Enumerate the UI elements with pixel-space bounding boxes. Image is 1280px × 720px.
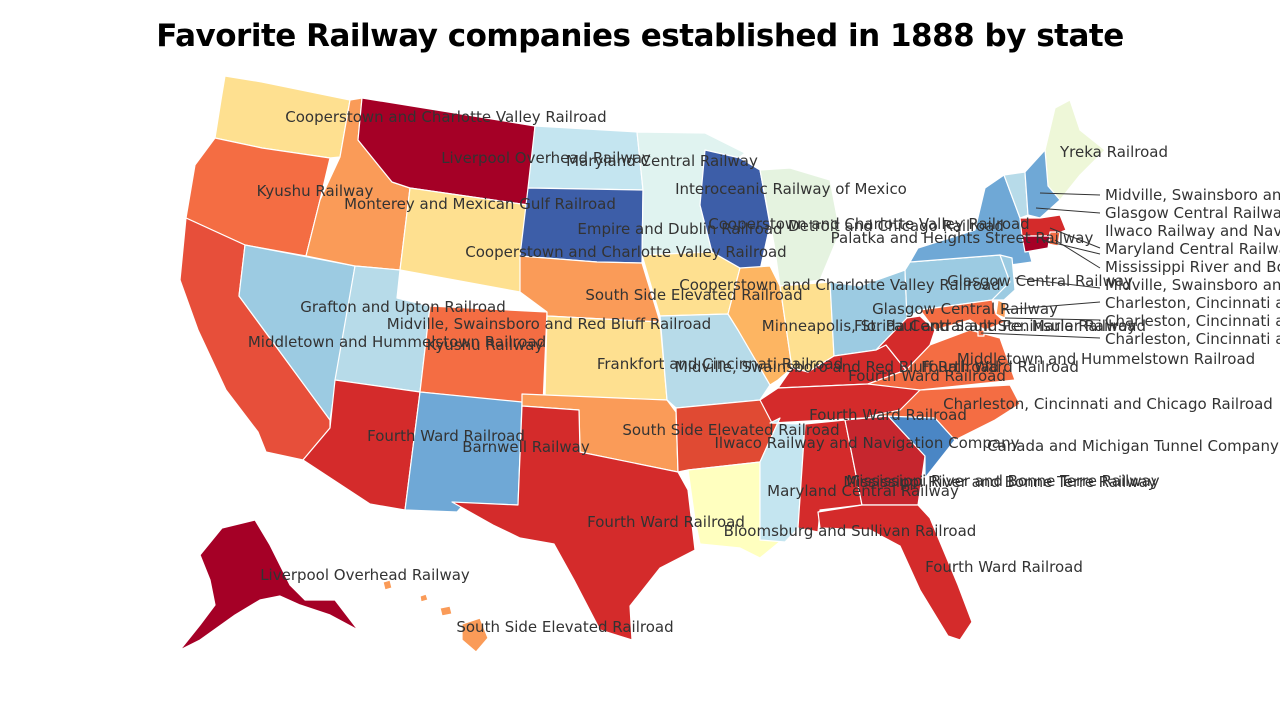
state-label-la: Bloomsburg and Sullivan Railroad <box>724 522 977 540</box>
leader-line-de <box>1001 301 1101 311</box>
state-label-pa: Glasgow Central Railway <box>947 272 1133 290</box>
leader-line-nh <box>1035 207 1101 214</box>
state-label-nv: Grafton and Upton Railroad <box>300 298 506 316</box>
state-label-in: Florida Central and Peninsular Railroad <box>854 317 1146 335</box>
state-label-va: Middletown and Hummelstown Railroad <box>957 350 1255 368</box>
state-nj <box>991 254 1016 301</box>
state-label-ny: Palatka and Heights Street Railway <box>831 229 1094 247</box>
leader-lines <box>980 192 1101 339</box>
state-label-az: Fourth Ward Railroad <box>367 427 525 445</box>
state-label-tx: Fourth Ward Railroad <box>587 513 745 531</box>
state-label-wv: Fourth Ward Railroad <box>921 358 1079 376</box>
state-label-ca: Middletown and Hummelstown Railroad <box>248 333 546 351</box>
state-label-mi: Detroit and Chicago Railroad <box>788 217 1004 235</box>
state-label-ga: Mississippi River and Bonne Terre Railwa… <box>846 472 1159 490</box>
callout-labels: Midville, Swainsboro and Red Bluff Railr… <box>1105 186 1280 348</box>
state-label-ak: Liverpool Overhead Railway <box>260 566 470 584</box>
state-label-ky: Fourth Ward Railroad <box>848 367 1006 385</box>
leader-line-ri <box>1054 239 1101 269</box>
state-label-or: Kyushu Railway <box>257 182 374 200</box>
state-nh <box>1024 149 1061 219</box>
leader-line-vt <box>1039 192 1101 196</box>
state-label-mn: Interoceanic Railway of Mexico <box>675 180 907 198</box>
state-hi <box>382 579 489 653</box>
state-label-ar: Ilwaco Railway and Navigation Company <box>715 434 1020 452</box>
leader-line-ma <box>1049 227 1101 249</box>
state-label-nc: Charleston, Cincinnati and Chicago Railr… <box>943 395 1273 413</box>
callout-label-nj: Midville, Swainsboro and Red Bluff Railr… <box>1105 276 1280 294</box>
state-wv <box>875 315 936 371</box>
state-label-co: Kyushu Railway <box>427 336 544 354</box>
state-label-wi: Cooperstown and Charlotte Valley Railroa… <box>708 215 1029 233</box>
state-label-mo: Midville, Swainsboro and Red Bluff Railr… <box>675 358 999 376</box>
callout-label-md: Charleston, Cincinnati and Chicago Railr… <box>1105 312 1280 330</box>
state-label-ut: Midville, Swainsboro and Red Bluff Railr… <box>387 315 711 333</box>
state-label-wa: Cooperstown and Charlotte Valley Railroa… <box>285 108 606 126</box>
state-ga <box>844 415 926 506</box>
callout-label-dc: Charleston, Cincinnati and Chicago Railr… <box>1105 330 1280 348</box>
leader-line-dc <box>980 332 1101 339</box>
state-label-tn: Fourth Ward Railroad <box>809 406 967 424</box>
state-label-nm: Barnwell Railway <box>462 438 590 456</box>
state-nc <box>869 384 1021 441</box>
state-tx <box>451 405 696 641</box>
state-mi <box>759 167 841 287</box>
callout-label-ri: Mississippi River and Bonne Terre Railwa… <box>1105 258 1280 276</box>
state-label-oh: Glasgow Central Railway <box>872 300 1058 318</box>
callout-label-ct: Maryland Central Railway <box>1105 240 1280 258</box>
state-label-fl: Fourth Ward Railroad <box>925 558 1083 576</box>
state-label-ks: Frankfort and Cincinnati Railroad <box>597 355 843 373</box>
state-labels: Cooperstown and Charlotte Valley Railroa… <box>248 108 1279 636</box>
leader-line-ct <box>1041 239 1101 255</box>
state-label-ia: Cooperstown and Charlotte Valley Railroa… <box>679 276 1000 294</box>
state-label-il: Minneapolis, St. Paul and Sault Ste. Mar… <box>762 317 1137 335</box>
callout-label-ma: Ilwaco Railway and Navigation Company <box>1105 222 1280 240</box>
state-md <box>919 299 1006 331</box>
state-label-me: Yreka Railroad <box>1059 143 1168 161</box>
state-label-id: Monterey and Mexican Gulf Railroad <box>344 195 616 213</box>
state-label-ok: South Side Elevated Railroad <box>622 421 839 439</box>
callout-label-vt: Midville, Swainsboro and Red Bluff Railr… <box>1105 186 1280 204</box>
leader-line-nj <box>1014 277 1101 289</box>
state-label-mt: Liverpool Overhead Railway <box>441 149 651 167</box>
state-label-wy: Cooperstown and Charlotte Valley Railroa… <box>465 243 786 261</box>
map-title: Favorite Railway companies established i… <box>156 18 1124 54</box>
state-label-nd: Maryland Central Railway <box>566 152 758 170</box>
state-label-ms: Maryland Central Railway <box>767 482 959 500</box>
state-label-sd: Empire and Dublin Railroad <box>577 220 782 238</box>
state-il <box>727 265 793 386</box>
state-fl <box>817 504 973 641</box>
callout-label-de: Charleston, Cincinnati and Chicago Railr… <box>1105 294 1280 312</box>
state-ak <box>179 519 359 651</box>
state-shapes <box>179 75 1106 653</box>
state-label-sc: Canada and Michigan Tunnel Company <box>987 437 1279 455</box>
leader-line-md <box>1004 317 1101 321</box>
state-label-al: Mississippi River and Bonne Terre Railwa… <box>843 473 1156 491</box>
callout-label-nh: Glasgow Central Railway <box>1105 204 1280 222</box>
state-label-ne: South Side Elevated Railroad <box>585 286 802 304</box>
state-label-hi: South Side Elevated Railroad <box>456 618 673 636</box>
